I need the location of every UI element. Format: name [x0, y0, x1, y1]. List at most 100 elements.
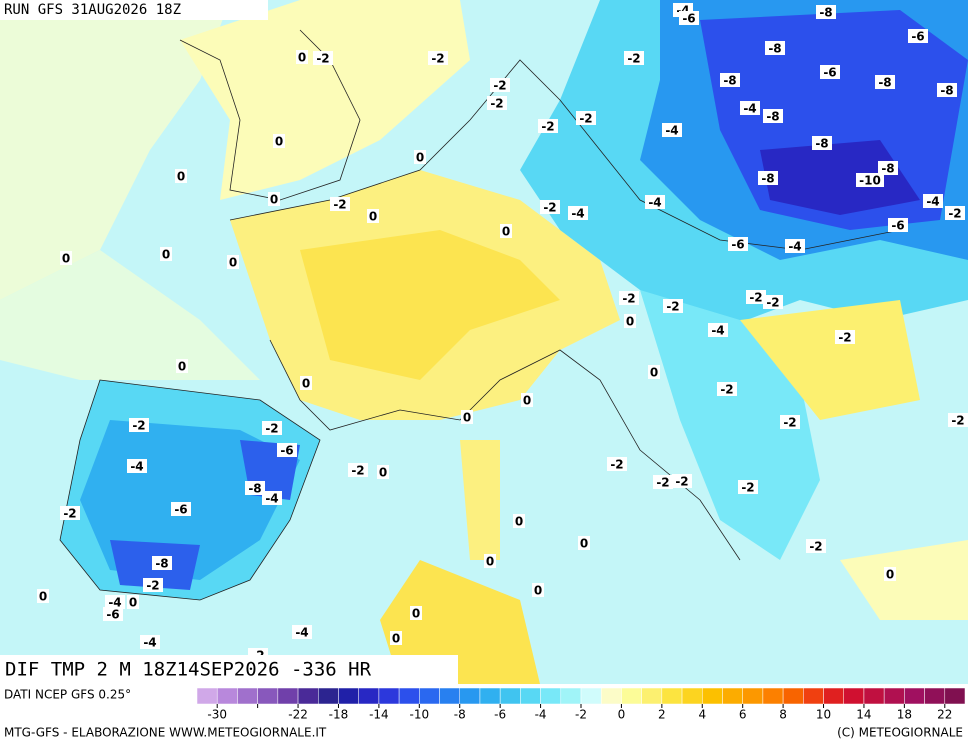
legend-swatch	[358, 687, 380, 705]
legend-tick-label: 2	[658, 708, 666, 722]
label-box	[923, 194, 943, 208]
legend-swatch	[722, 687, 743, 705]
contour-label: 0	[270, 193, 278, 207]
contour-label: -2	[675, 475, 688, 489]
label-box	[277, 443, 297, 457]
contour-label: -2	[749, 291, 762, 305]
legend-tick-label: 0	[618, 708, 626, 722]
legend-tick-label: 6	[739, 708, 747, 722]
label-box	[663, 299, 683, 313]
label-box	[908, 29, 928, 43]
contour-label: 0	[412, 607, 420, 621]
contour-label: -2	[656, 476, 669, 490]
contour-label: -6	[731, 238, 744, 252]
legend-swatch	[560, 687, 582, 705]
label-box	[160, 247, 172, 261]
contour-label: -8	[761, 172, 774, 186]
legend-swatch	[782, 687, 804, 705]
contour-label: -8	[768, 42, 781, 56]
contour-label: -2	[132, 419, 145, 433]
legend-swatch	[843, 687, 865, 705]
label-box	[152, 556, 172, 570]
contour-label: -2	[490, 97, 503, 111]
contour-label: -4	[648, 196, 661, 210]
contour-label: -2	[63, 507, 76, 521]
contour-label: -8	[940, 84, 953, 98]
footer-left: MTG-GFS - ELABORAZIONE WWW.METEOGIORNALE…	[4, 726, 327, 740]
label-box	[292, 625, 312, 639]
legend-swatch	[419, 687, 440, 705]
legend-swatch	[924, 687, 946, 705]
contour-label: -4	[711, 324, 724, 338]
label-box	[484, 554, 496, 568]
label-box	[937, 83, 957, 97]
legend-swatch	[863, 687, 885, 705]
label-box	[414, 150, 426, 164]
contour-label: -8	[878, 76, 891, 90]
label-box	[513, 514, 525, 528]
contour-label: -4	[143, 636, 156, 650]
contour-label: 0	[392, 632, 400, 646]
label-box	[330, 197, 350, 211]
label-box	[532, 583, 544, 597]
contour-label: -2	[809, 540, 822, 554]
contour-label: -8	[723, 74, 736, 88]
contour-label: -2	[265, 422, 278, 436]
label-box	[875, 75, 895, 89]
label-box	[662, 123, 682, 137]
contour-label: 0	[162, 248, 170, 262]
label-box	[461, 410, 473, 424]
label-box	[738, 480, 758, 494]
label-box	[878, 161, 898, 175]
label-box	[105, 595, 125, 609]
contour-label: -10	[859, 174, 881, 188]
label-box	[763, 109, 783, 123]
contour-label: -4	[295, 626, 308, 640]
label-box	[103, 607, 123, 621]
contour-label: 0	[463, 411, 471, 425]
legend-tick-label: -10	[410, 708, 430, 722]
contour-label: 0	[379, 466, 387, 480]
contour-label: 0	[62, 252, 70, 266]
label-box	[521, 393, 533, 407]
legend-swatch	[459, 687, 481, 705]
legend-tick-label: -22	[288, 708, 308, 722]
legend-swatch	[237, 687, 258, 705]
legend-tick-label: -4	[535, 708, 547, 722]
contour-label: -6	[682, 12, 695, 26]
label-box	[245, 481, 265, 495]
legend-swatch	[762, 687, 784, 705]
label-box	[679, 11, 699, 25]
contour-label: -6	[823, 66, 836, 80]
label-box	[746, 290, 766, 304]
label-box	[175, 169, 187, 183]
label-box	[812, 136, 832, 150]
contour-label: -4	[926, 195, 939, 209]
legend-tick-label: 8	[779, 708, 787, 722]
contour-label: -4	[130, 460, 143, 474]
label-box	[765, 41, 785, 55]
legend-swatch	[803, 687, 824, 705]
label-box	[143, 578, 163, 592]
label-box	[645, 195, 665, 209]
contour-label: 0	[275, 135, 283, 149]
legend-tick-label: -18	[329, 708, 349, 722]
legend-swatch	[883, 687, 905, 705]
label-box	[728, 237, 748, 251]
contour-label: -6	[891, 219, 904, 233]
label-box	[176, 359, 188, 373]
contour-label: 0	[369, 210, 377, 224]
contour-label: -2	[316, 52, 329, 66]
label-box	[740, 101, 760, 115]
contour-label: -2	[720, 383, 733, 397]
label-box	[273, 134, 285, 148]
contour-label: -2	[493, 79, 506, 93]
contour-label: -4	[665, 124, 678, 138]
contour-label: 0	[523, 394, 531, 408]
label-box	[262, 491, 282, 505]
legend-swatch	[702, 687, 723, 705]
contour-label: -2	[783, 416, 796, 430]
contour-label: -2	[146, 579, 159, 593]
contour-label: 0	[534, 584, 542, 598]
